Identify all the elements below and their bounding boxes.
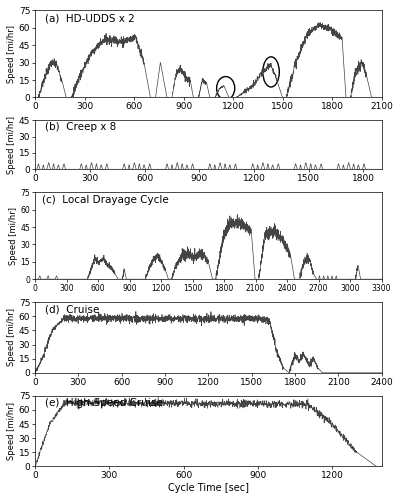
Y-axis label: Speed [mi/hr]: Speed [mi/hr] [7,116,16,174]
Text: (c)  Local Drayage Cycle: (c) Local Drayage Cycle [42,195,169,205]
Y-axis label: Speed [mi/hr]: Speed [mi/hr] [7,308,16,366]
Y-axis label: Speed [mi/hr]: Speed [mi/hr] [9,206,18,264]
Y-axis label: Speed [mi/hr]: Speed [mi/hr] [7,25,16,83]
Text: (d)  Cruise: (d) Cruise [46,304,100,314]
Text: (a)  HD-UDDS x 2: (a) HD-UDDS x 2 [46,13,135,23]
X-axis label: Cycle Time [sec]: Cycle Time [sec] [168,483,249,493]
Text: (e)  High-Speed Cruise: (e) High-Speed Cruise [46,398,163,408]
Y-axis label: Speed [mi/hr]: Speed [mi/hr] [7,402,16,460]
Text: (b)  Creep x 8: (b) Creep x 8 [46,122,117,132]
